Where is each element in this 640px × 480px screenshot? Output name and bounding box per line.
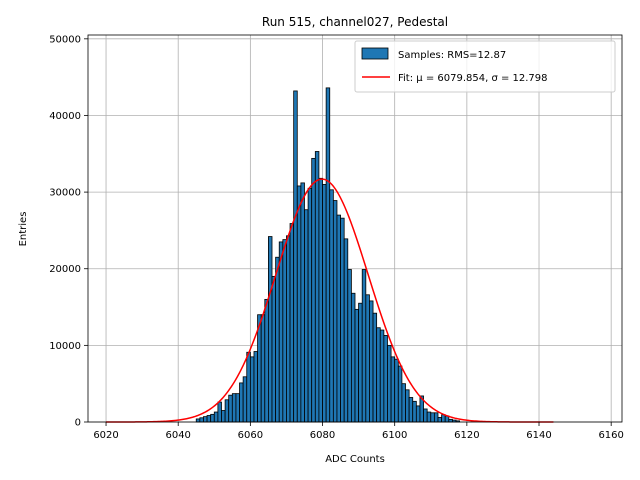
histogram-bar xyxy=(289,223,295,423)
x-tick-label: 6120 xyxy=(454,430,479,441)
histogram-bar xyxy=(379,329,385,423)
histogram-bar xyxy=(249,356,255,423)
legend-bar-swatch xyxy=(361,47,389,60)
histogram-bar xyxy=(304,209,309,423)
histogram-bar xyxy=(350,292,356,423)
histogram-bar xyxy=(423,408,428,423)
histogram-bar xyxy=(448,418,453,423)
y-tick-label: 30000 xyxy=(49,188,81,199)
y-tick-label: 40000 xyxy=(49,111,81,122)
histogram-bar xyxy=(253,351,258,423)
histogram-bar xyxy=(278,241,284,423)
histogram-bar xyxy=(264,298,269,423)
histogram-bar xyxy=(387,344,392,423)
x-tick-label: 6020 xyxy=(93,430,118,441)
histogram-bar xyxy=(307,187,313,423)
x-tick-label: 6060 xyxy=(238,430,263,441)
y-axis-ticks: 0 10000 20000 30000 40000 50000 xyxy=(49,34,88,429)
histogram-bar xyxy=(354,308,360,423)
histogram-bar xyxy=(314,151,320,423)
histogram-bar xyxy=(376,327,381,423)
histogram-bar xyxy=(325,87,331,423)
histogram-bar xyxy=(224,399,230,423)
x-axis-ticks: 6020 6040 6060 6080 6100 6120 6140 6160 xyxy=(93,422,624,441)
y-axis-label: Entries xyxy=(18,212,29,247)
histogram-bar xyxy=(217,401,222,423)
legend-box xyxy=(354,40,616,93)
histogram-bar xyxy=(405,389,410,423)
x-tick-label: 6040 xyxy=(165,430,190,441)
histogram-bar xyxy=(437,417,442,423)
histogram-bars xyxy=(195,87,461,423)
histogram-bar xyxy=(268,236,273,423)
histogram-bar xyxy=(329,189,334,423)
histogram-bar xyxy=(415,405,421,423)
histogram-bar xyxy=(300,182,305,423)
x-tick-label: 6160 xyxy=(598,430,623,441)
histogram-bar xyxy=(426,411,432,423)
legend-samples-label: Samples: RMS=12.87 xyxy=(398,50,506,61)
histogram-bar xyxy=(228,394,233,423)
histogram-bar xyxy=(221,410,226,423)
histogram-bar xyxy=(372,312,378,423)
y-tick-label: 20000 xyxy=(49,264,81,275)
x-axis-label: ADC Counts xyxy=(325,454,385,465)
histogram-bar xyxy=(203,416,208,423)
histogram-bar xyxy=(358,302,363,423)
histogram-bar xyxy=(433,412,439,423)
x-tick-label: 6080 xyxy=(310,430,335,441)
histogram-bar xyxy=(206,415,212,423)
histogram-bar xyxy=(332,200,338,423)
histogram-bar xyxy=(340,217,345,423)
histogram-bar xyxy=(408,397,414,423)
histogram-bar xyxy=(293,90,298,423)
histogram-bar xyxy=(239,382,244,423)
histogram-bar xyxy=(260,314,266,423)
histogram-bar xyxy=(213,411,219,423)
legend-fit-label: Fit: μ = 6079.854, σ = 12.798 xyxy=(398,73,548,84)
axes-frame xyxy=(87,34,623,423)
fit-curve xyxy=(106,178,554,423)
histogram-bar xyxy=(311,157,316,423)
histogram-bar xyxy=(383,335,388,423)
x-tick-label: 6140 xyxy=(526,430,551,441)
histogram-bar xyxy=(210,413,215,423)
y-tick-label: 10000 xyxy=(49,341,81,352)
histogram-bar xyxy=(365,294,370,423)
histogram-bar xyxy=(369,300,374,423)
histogram-bar xyxy=(441,414,446,423)
histogram-bar xyxy=(195,418,201,423)
histogram-bar xyxy=(343,238,349,423)
histogram-bar xyxy=(394,358,399,423)
histogram-bar xyxy=(361,269,367,423)
histogram-bar xyxy=(296,185,302,423)
histogram-bar xyxy=(347,269,352,423)
chart-title: Run 515, channel027, Pedestal xyxy=(262,15,448,29)
y-tick-label: 50000 xyxy=(49,34,81,45)
histogram-bar xyxy=(271,275,277,423)
histogram-bar xyxy=(322,184,327,423)
x-tick-label: 6100 xyxy=(382,430,407,441)
histogram-bar xyxy=(401,383,406,423)
histogram-bar xyxy=(412,400,417,423)
histogram-bar xyxy=(336,214,341,423)
histogram-bar xyxy=(231,393,237,423)
histogram-bar xyxy=(199,417,204,423)
histogram-bar xyxy=(242,376,248,423)
histogram-bar xyxy=(235,393,240,423)
histogram-bar xyxy=(286,235,291,423)
histogram-bar xyxy=(318,177,323,423)
histogram-bar xyxy=(282,239,287,423)
y-tick-label: 0 xyxy=(75,418,81,429)
histogram-bar xyxy=(397,365,403,423)
legend: Samples: RMS=12.87 Fit: μ = 6079.854, σ … xyxy=(354,40,616,93)
histogram-bar xyxy=(275,256,280,423)
histogram-bar xyxy=(390,356,396,423)
histogram-bar xyxy=(430,412,435,423)
histogram-bar xyxy=(246,351,251,423)
